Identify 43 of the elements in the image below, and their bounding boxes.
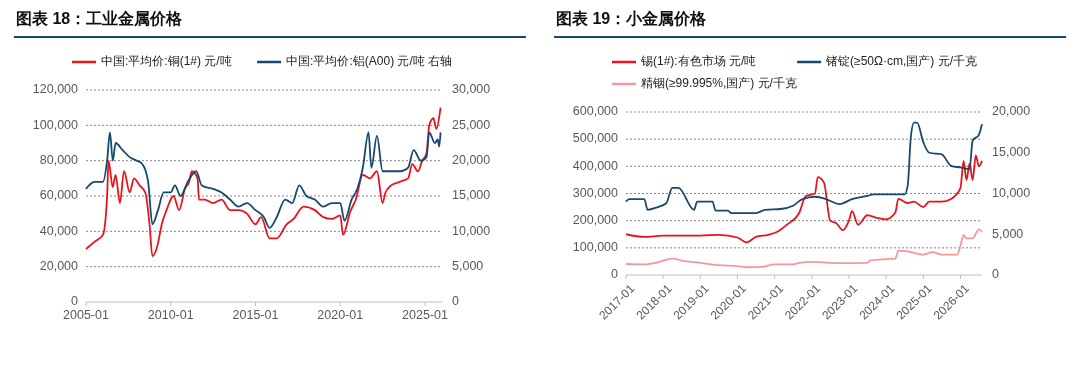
- y-tick-label: 300,000: [572, 185, 619, 200]
- y-tick-label: 60,000: [39, 188, 79, 203]
- y-tick-label: 0: [71, 294, 79, 309]
- y-tick-label: 80,000: [39, 152, 79, 167]
- legend-label: 中国:平均价:铝(A00) 元/吨 右轴: [286, 54, 453, 69]
- x-tick-label: 2005-01: [63, 308, 109, 322]
- y-tick-label: 100,000: [572, 240, 619, 255]
- y2-tick-label: 15,000: [992, 145, 1031, 160]
- legend-label: 锡(1#):有色市场 元/吨: [640, 54, 757, 69]
- line-series: [625, 228, 983, 269]
- y-tick-label: 100,000: [32, 117, 79, 132]
- y-tick-label: 600,000: [572, 104, 619, 119]
- legend-label: 锗锭(≥50Ω·cm,国产) 元/千克: [825, 54, 978, 69]
- x-tick-label: 2025-01: [402, 308, 449, 322]
- line-series: [85, 106, 442, 257]
- chart-title: 图表 18：工业金属价格: [16, 10, 184, 27]
- line-series: [85, 131, 442, 229]
- y2-tick-label: 15,000: [452, 188, 491, 203]
- y2-tick-label: 30,000: [452, 82, 491, 97]
- y2-tick-label: 10,000: [452, 223, 491, 238]
- y-tick-label: 120,000: [32, 82, 79, 97]
- y2-tick-label: 25,000: [452, 117, 491, 132]
- y-tick-label: 0: [611, 267, 619, 282]
- y-tick-label: 20,000: [39, 258, 79, 273]
- y-tick-label: 400,000: [572, 158, 619, 173]
- y2-tick-label: 20,000: [992, 104, 1031, 119]
- y-tick-label: 200,000: [572, 212, 619, 227]
- line-series: [625, 154, 983, 244]
- x-tick-label: 2010-01: [147, 308, 194, 322]
- y2-tick-label: 10,000: [992, 185, 1031, 200]
- x-tick-label: 2020-01: [317, 308, 364, 322]
- legend-label: 精铟(≥99.995%,国产) 元/千克: [641, 76, 797, 91]
- y2-tick-label: 0: [992, 267, 999, 282]
- line-series: [625, 121, 983, 214]
- y2-tick-label: 20,000: [452, 152, 491, 167]
- legend-label: 中国:平均价:铜(1#) 元/吨: [101, 54, 232, 69]
- x-tick-label: 2015-01: [232, 308, 279, 322]
- y2-tick-label: 0: [452, 294, 459, 309]
- y-tick-label: 500,000: [572, 131, 619, 146]
- y2-tick-label: 5,000: [992, 226, 1024, 241]
- chart-title: 图表 19：小金属价格: [556, 10, 708, 27]
- y-tick-label: 40,000: [39, 223, 79, 238]
- y2-tick-label: 5,000: [452, 258, 484, 273]
